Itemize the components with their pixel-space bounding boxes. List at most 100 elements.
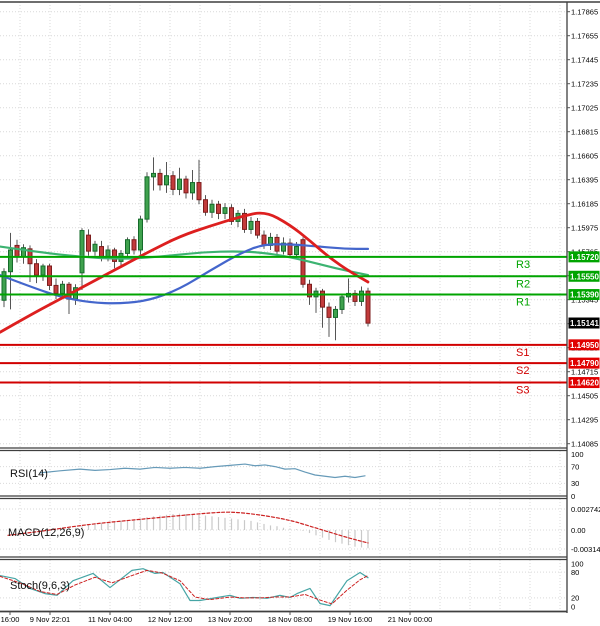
stoch-k-line [0, 568, 369, 607]
price-tag-s2 [568, 357, 600, 369]
price-tag-s3-text: 1.14620 [570, 379, 599, 388]
price-tag-r3 [568, 251, 600, 263]
x-axis-label: 9 Nov 22:01 [30, 615, 70, 624]
price-axis-label: 1.17235 [571, 80, 598, 89]
candle-bearish [307, 283, 312, 298]
candle-bullish [333, 308, 338, 318]
candle-bullish [60, 283, 65, 294]
candle-bullish [359, 290, 364, 302]
pivot-label-s2: S2 [516, 365, 529, 377]
current-price-tag [568, 317, 600, 329]
x-axis-label: 12 Nov 12:00 [148, 615, 193, 624]
price-axis-label: 1.17025 [571, 104, 598, 113]
candle-bearish [66, 283, 72, 300]
pivot-label-s3: S3 [516, 385, 529, 397]
candle-bearish [196, 182, 202, 201]
price-axis-label: 1.14505 [571, 392, 598, 401]
candle-bearish [326, 306, 332, 318]
stoch-tick-label: 80 [571, 568, 579, 577]
x-axis-label: 16:00 [1, 615, 20, 624]
price-axis-label: 1.17655 [571, 32, 598, 41]
rsi-tick-label: 100 [571, 450, 584, 459]
candle-bearish [183, 178, 189, 194]
candle-bullish [8, 249, 13, 273]
price-tag-r2 [568, 270, 600, 282]
candle-bearish [287, 242, 293, 256]
candle-bullish [144, 176, 150, 220]
candle-bullish [339, 296, 345, 310]
candle-bullish [294, 246, 299, 256]
candle-bullish [138, 218, 143, 251]
stoch-panel: Stoch(9,6,3) [0, 568, 369, 607]
price-axis-label: 1.16815 [571, 128, 598, 137]
macd-tick-label: 0.002742 [571, 505, 600, 514]
x-axis-label: 19 Nov 16:00 [328, 615, 373, 624]
candle-bearish [14, 244, 20, 258]
candle-bullish [151, 172, 156, 178]
candle-bearish [229, 207, 234, 222]
candle-bullish [177, 178, 182, 190]
candle-bullish [209, 203, 215, 213]
macd-tick-label: 0.00 [571, 526, 586, 535]
macd-panel: MACD(12,26,9) [7, 511, 369, 549]
price-tag-s3 [568, 377, 600, 389]
current-price-tag-text: 1.15141 [570, 319, 599, 328]
stoch-tick-label: 100 [571, 559, 584, 568]
ma-red-line [0, 211, 370, 334]
price-axis-label: 1.14085 [571, 440, 598, 449]
y-axis[interactable]: 1.17865 1.17655 1.17445 1.17235 1.17025 1.168… [567, 8, 600, 612]
candle-bearish [365, 290, 371, 324]
price-axis-label: 1.15975 [571, 224, 598, 233]
ma-blue-line [0, 243, 370, 305]
rsi-panel-title: RSI(14) [10, 468, 48, 480]
candle-bullish [281, 242, 286, 252]
price-tag-s1 [568, 339, 600, 351]
price-tag-s2-text: 1.14790 [570, 359, 599, 368]
price-axis-label: 1.16605 [571, 152, 598, 161]
candle-bearish [170, 175, 176, 190]
pivot-layer: R3 R2 R1 S1 S2 S3 [0, 255, 567, 397]
price-tag-r1 [568, 289, 600, 301]
rsi-panel: RSI(14) [10, 463, 366, 480]
price-tag-s1-text: 1.14950 [570, 341, 599, 350]
candle-bullish [190, 182, 195, 194]
candle-bearish [86, 234, 91, 252]
price-axis-label: 1.14715 [571, 368, 598, 377]
candle-bullish [1, 271, 7, 301]
candle-bullish [164, 175, 169, 186]
stoch-tick-label: 20 [571, 594, 579, 603]
candle-bullish [40, 265, 46, 276]
candle-bearish [320, 290, 325, 308]
rsi-tick-label: 70 [571, 462, 579, 471]
macd-panel-title: MACD(12,26,9) [8, 527, 84, 539]
candle-bearish [300, 239, 306, 285]
candle-bearish [157, 172, 163, 186]
candle-bullish [125, 239, 130, 254]
price-tag-r3-text: 1.15720 [570, 253, 599, 262]
candle-bullish [92, 243, 98, 252]
price-axis-label: 1.14295 [571, 416, 598, 425]
price-axis-label: 1.17445 [571, 56, 598, 65]
candle-bearish [112, 249, 117, 262]
rsi-tick-label: 30 [571, 479, 579, 488]
price-axis-label: 1.16395 [571, 176, 598, 185]
pivot-label-r1: R1 [516, 297, 530, 309]
candle-bearish [261, 234, 267, 246]
candle-bullish [79, 230, 85, 274]
x-axis-label: 11 Nov 04:00 [88, 615, 132, 624]
candle-bearish [352, 292, 358, 302]
x-axis[interactable]: 16:00 9 Nov 22:01 11 Nov 04:00 12 Nov 12:00… [1, 611, 433, 625]
pivot-label-r2: R2 [516, 278, 530, 290]
price-tag-r1-text: 1.15390 [570, 291, 599, 300]
pivot-label-r3: R3 [516, 259, 530, 271]
rsi-line [39, 463, 366, 479]
stoch-tick-label: 0 [571, 602, 575, 611]
ma-green-line [0, 245, 370, 277]
main-price-panel [0, 157, 371, 341]
price-axis-label: 1.16185 [571, 200, 598, 209]
candle-bearish [242, 212, 247, 230]
x-axis-label: 21 Nov 00:00 [388, 615, 433, 624]
candle-bearish [53, 284, 59, 294]
candle-bearish [203, 199, 208, 213]
